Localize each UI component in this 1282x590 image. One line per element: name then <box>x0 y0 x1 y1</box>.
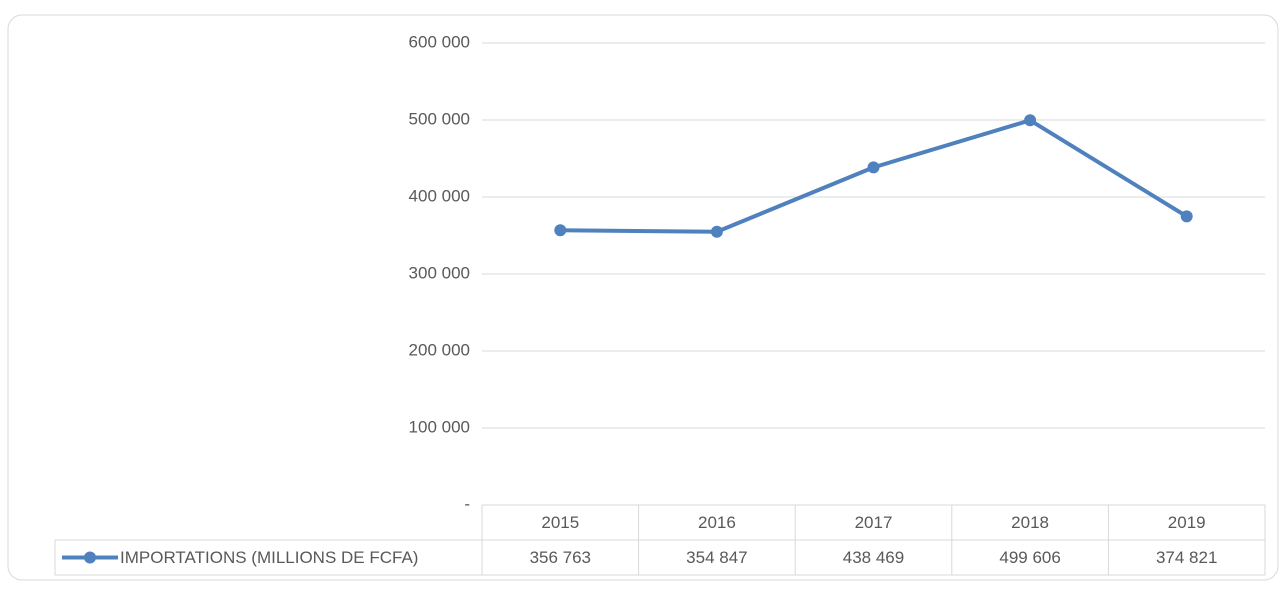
y-tick-label: - <box>464 494 470 513</box>
legend-label: IMPORTATIONS (MILLIONS DE FCFA) <box>120 548 418 567</box>
marker <box>554 224 567 237</box>
chart-border <box>7 14 1279 581</box>
x-tick-label: 2015 <box>541 513 579 532</box>
x-tick-label: 2017 <box>855 513 893 532</box>
legend-marker <box>84 551 96 564</box>
x-tick-label: 2016 <box>698 513 736 532</box>
marker <box>1180 210 1193 223</box>
y-tick-label: 300 000 <box>409 263 470 282</box>
table-value: 374 821 <box>1156 548 1217 567</box>
y-tick-label: 200 000 <box>409 340 470 359</box>
y-tick-label: 600 000 <box>409 32 470 51</box>
table-value: 499 606 <box>999 548 1060 567</box>
table-value: 354 847 <box>686 548 747 567</box>
table-value: 438 469 <box>843 548 904 567</box>
y-tick-label: 400 000 <box>409 186 470 205</box>
x-tick-label: 2019 <box>1168 513 1206 532</box>
marker <box>867 161 880 174</box>
x-tick-label: 2018 <box>1011 513 1049 532</box>
table-value: 356 763 <box>530 548 591 567</box>
y-tick-label: 500 000 <box>409 109 470 128</box>
marker <box>1024 114 1037 127</box>
marker <box>710 225 723 238</box>
y-tick-label: 100 000 <box>409 417 470 436</box>
